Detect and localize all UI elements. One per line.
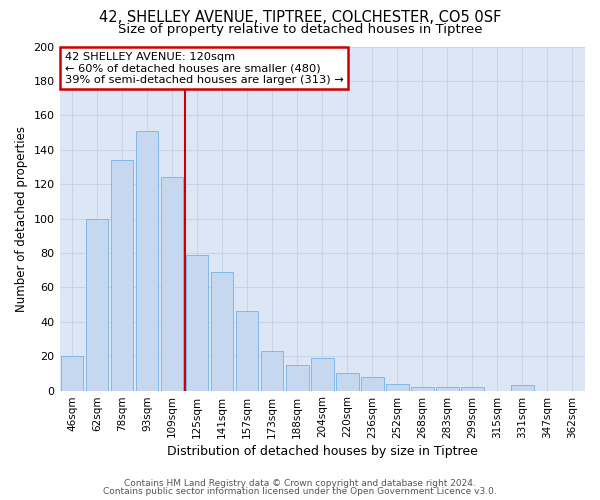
Text: 42, SHELLEY AVENUE, TIPTREE, COLCHESTER, CO5 0SF: 42, SHELLEY AVENUE, TIPTREE, COLCHESTER,… (99, 10, 501, 25)
X-axis label: Distribution of detached houses by size in Tiptree: Distribution of detached houses by size … (167, 444, 478, 458)
Bar (461, 387, 484, 390)
Bar (236, 312, 259, 390)
Text: 42 SHELLEY AVENUE: 120sqm
← 60% of detached houses are smaller (480)
39% of semi: 42 SHELLEY AVENUE: 120sqm ← 60% of detac… (65, 52, 344, 85)
Bar (261, 351, 283, 391)
Bar (361, 377, 383, 390)
Bar (436, 387, 458, 390)
Bar (186, 254, 208, 390)
Bar (511, 386, 534, 390)
Bar (136, 131, 158, 390)
Y-axis label: Number of detached properties: Number of detached properties (15, 126, 28, 312)
Bar (336, 374, 359, 390)
Bar (61, 356, 83, 390)
Bar (311, 358, 334, 390)
Text: Contains public sector information licensed under the Open Government Licence v3: Contains public sector information licen… (103, 487, 497, 496)
Bar (86, 218, 109, 390)
Bar (211, 272, 233, 390)
Bar (386, 384, 409, 390)
Bar (111, 160, 133, 390)
Bar (411, 387, 434, 390)
Bar (286, 365, 308, 390)
Text: Contains HM Land Registry data © Crown copyright and database right 2024.: Contains HM Land Registry data © Crown c… (124, 478, 476, 488)
Text: Size of property relative to detached houses in Tiptree: Size of property relative to detached ho… (118, 22, 482, 36)
Bar (161, 177, 184, 390)
